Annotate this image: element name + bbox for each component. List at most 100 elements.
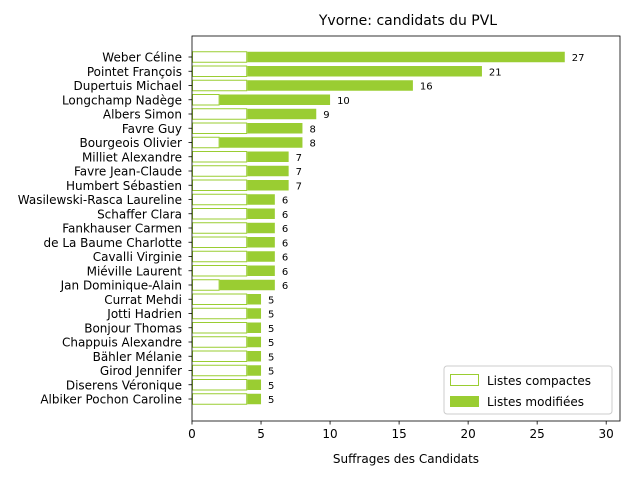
bar-modifiees [247, 265, 275, 276]
bar-modifiees [247, 251, 275, 262]
category-label: Jotti Hadrien [106, 307, 182, 321]
bar-modifiees [219, 279, 275, 291]
value-label: 6 [282, 253, 288, 264]
category-label: Schaffer Clara [97, 207, 182, 221]
bars-group [192, 51, 565, 405]
value-label: 27 [572, 53, 585, 64]
category-label: Wasilewski-Rasca Laureline [18, 193, 182, 207]
bar-compactes [192, 179, 248, 191]
value-label: 6 [282, 238, 288, 249]
bar-compactes [192, 65, 248, 77]
category-label: Jan Dominique-Alain [60, 279, 182, 293]
x-tick-label: 15 [391, 427, 406, 441]
category-label: Weber Céline [102, 51, 182, 65]
x-tick-label: 30 [599, 427, 614, 441]
bar-modifiees [247, 393, 262, 405]
bar-compactes [192, 364, 248, 377]
x-tick-label: 0 [188, 427, 196, 441]
bar-compactes [192, 293, 248, 305]
category-label: Albers Simon [103, 108, 182, 122]
bar-modifiees [247, 365, 262, 376]
bar-compactes [192, 350, 248, 362]
bar-modifiees [247, 194, 275, 205]
bar-compactes [192, 307, 248, 320]
bar-modifiees [247, 51, 565, 63]
value-label: 6 [282, 224, 288, 235]
category-label: Bähler Mélanie [93, 350, 182, 364]
bar-modifiees [247, 237, 275, 248]
value-label: 6 [282, 210, 288, 221]
legend: Listes compactes Listes modifiées [443, 365, 613, 415]
value-label: 8 [309, 139, 315, 150]
value-label: 16 [420, 82, 433, 93]
legend-swatch-compactes [450, 374, 479, 386]
bar-modifiees [219, 137, 303, 148]
x-tick-label: 25 [530, 427, 545, 441]
bar-compactes [192, 193, 248, 206]
bar-modifiees [247, 322, 262, 333]
category-label: Milliet Alexandre [82, 150, 182, 164]
bar-compactes [192, 222, 248, 234]
bar-modifiees [247, 180, 289, 191]
bar-modifiees [247, 165, 289, 177]
bar-modifiees [247, 208, 275, 219]
value-label: 7 [296, 153, 302, 164]
bar-compactes [192, 208, 248, 220]
category-label: Bourgeois Olivier [79, 136, 182, 150]
bar-compactes [192, 151, 248, 163]
bar-modifiees [247, 66, 482, 77]
value-label: 21 [489, 67, 502, 78]
category-label: Favre Guy [122, 122, 182, 136]
bar-compactes [192, 379, 248, 391]
plot-frame [191, 35, 621, 422]
value-label: 9 [323, 110, 329, 121]
category-label: de La Baume Charlotte [44, 236, 183, 250]
axes [188, 35, 621, 422]
category-label: Bonjour Thomas [84, 321, 182, 335]
category-label: Chappuis Alexandre [62, 336, 182, 350]
value-label: 5 [268, 324, 274, 335]
category-label: Fankhauser Carmen [62, 222, 182, 236]
value-label: 10 [337, 96, 350, 107]
value-label: 6 [282, 281, 288, 292]
bar-compactes [192, 51, 248, 63]
value-label: 5 [268, 295, 274, 306]
value-label: 5 [268, 395, 274, 406]
category-label: Pointet François [87, 65, 182, 79]
bar-compactes [192, 336, 248, 348]
bar-compactes [192, 322, 248, 334]
category-label: Dupertuis Michael [74, 79, 182, 93]
bar-modifiees [247, 336, 262, 348]
chart-title: Yvorne: candidats du PVL [318, 13, 497, 29]
category-label: Cavalli Virginie [93, 250, 182, 264]
bar-compactes [192, 136, 220, 149]
value-label: 6 [282, 196, 288, 207]
bar-modifiees [247, 308, 262, 319]
legend-box [443, 365, 613, 415]
value-label: 5 [268, 352, 274, 363]
x-axis-label: Suffrages des Candidats [333, 452, 479, 466]
bar-compactes [192, 265, 248, 277]
legend-label-compactes: Listes compactes [487, 374, 591, 388]
bar-modifiees [247, 151, 289, 162]
bar-compactes [192, 393, 248, 405]
value-label: 5 [268, 338, 274, 349]
category-label: Miéville Laurent [87, 264, 183, 278]
legend-swatch-modifiees [450, 396, 479, 407]
bar-modifiees [247, 294, 262, 305]
value-label: 7 [296, 181, 302, 192]
value-label: 6 [282, 267, 288, 278]
bar-compactes [192, 79, 248, 92]
bar-compactes [192, 279, 220, 291]
value-label: 8 [309, 124, 315, 135]
bar-modifiees [247, 379, 262, 390]
category-label: Diserens Véronique [66, 378, 182, 392]
category-label: Longchamp Nadège [62, 93, 182, 107]
category-label: Albiker Pochon Caroline [40, 393, 182, 407]
x-tick-label: 20 [460, 427, 475, 441]
bar-compactes [192, 236, 248, 248]
category-label: Girod Jennifer [100, 364, 182, 378]
